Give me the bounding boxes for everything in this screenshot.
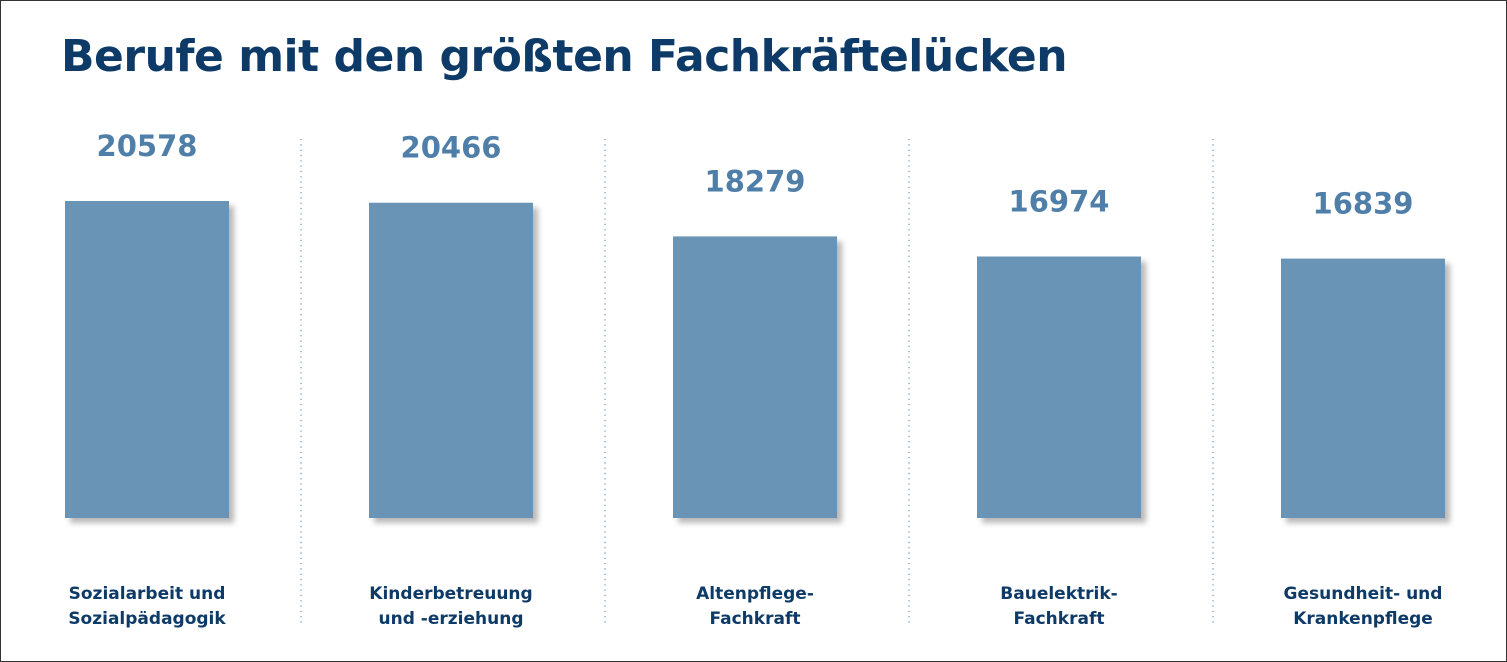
category-label: Kinderbetreuung: [369, 584, 532, 604]
bar: [369, 202, 533, 518]
value-label: 20578: [97, 129, 198, 163]
category-label: Krankenpflege: [1293, 609, 1433, 629]
value-label: 20466: [401, 131, 502, 165]
value-label: 16839: [1313, 187, 1414, 221]
category-label: Fachkraft: [710, 609, 801, 629]
category-label: Gesundheit- und: [1284, 584, 1443, 604]
bar: [673, 236, 837, 518]
category-label: Bauelektrik-: [1000, 584, 1117, 604]
bar: [977, 256, 1141, 518]
value-label: 18279: [705, 164, 806, 198]
category-label: Sozialarbeit und: [69, 584, 226, 604]
category-label: Fachkraft: [1014, 609, 1105, 629]
value-label: 16974: [1009, 185, 1110, 219]
category-label: Altenpflege-: [696, 584, 814, 604]
category-label: und -erziehung: [379, 609, 524, 629]
chart-title: Berufe mit den größten Fachkräftelücken: [61, 31, 1068, 82]
bar: [65, 201, 229, 518]
bar: [1281, 258, 1445, 518]
category-label: Sozialpädagogik: [68, 609, 226, 629]
